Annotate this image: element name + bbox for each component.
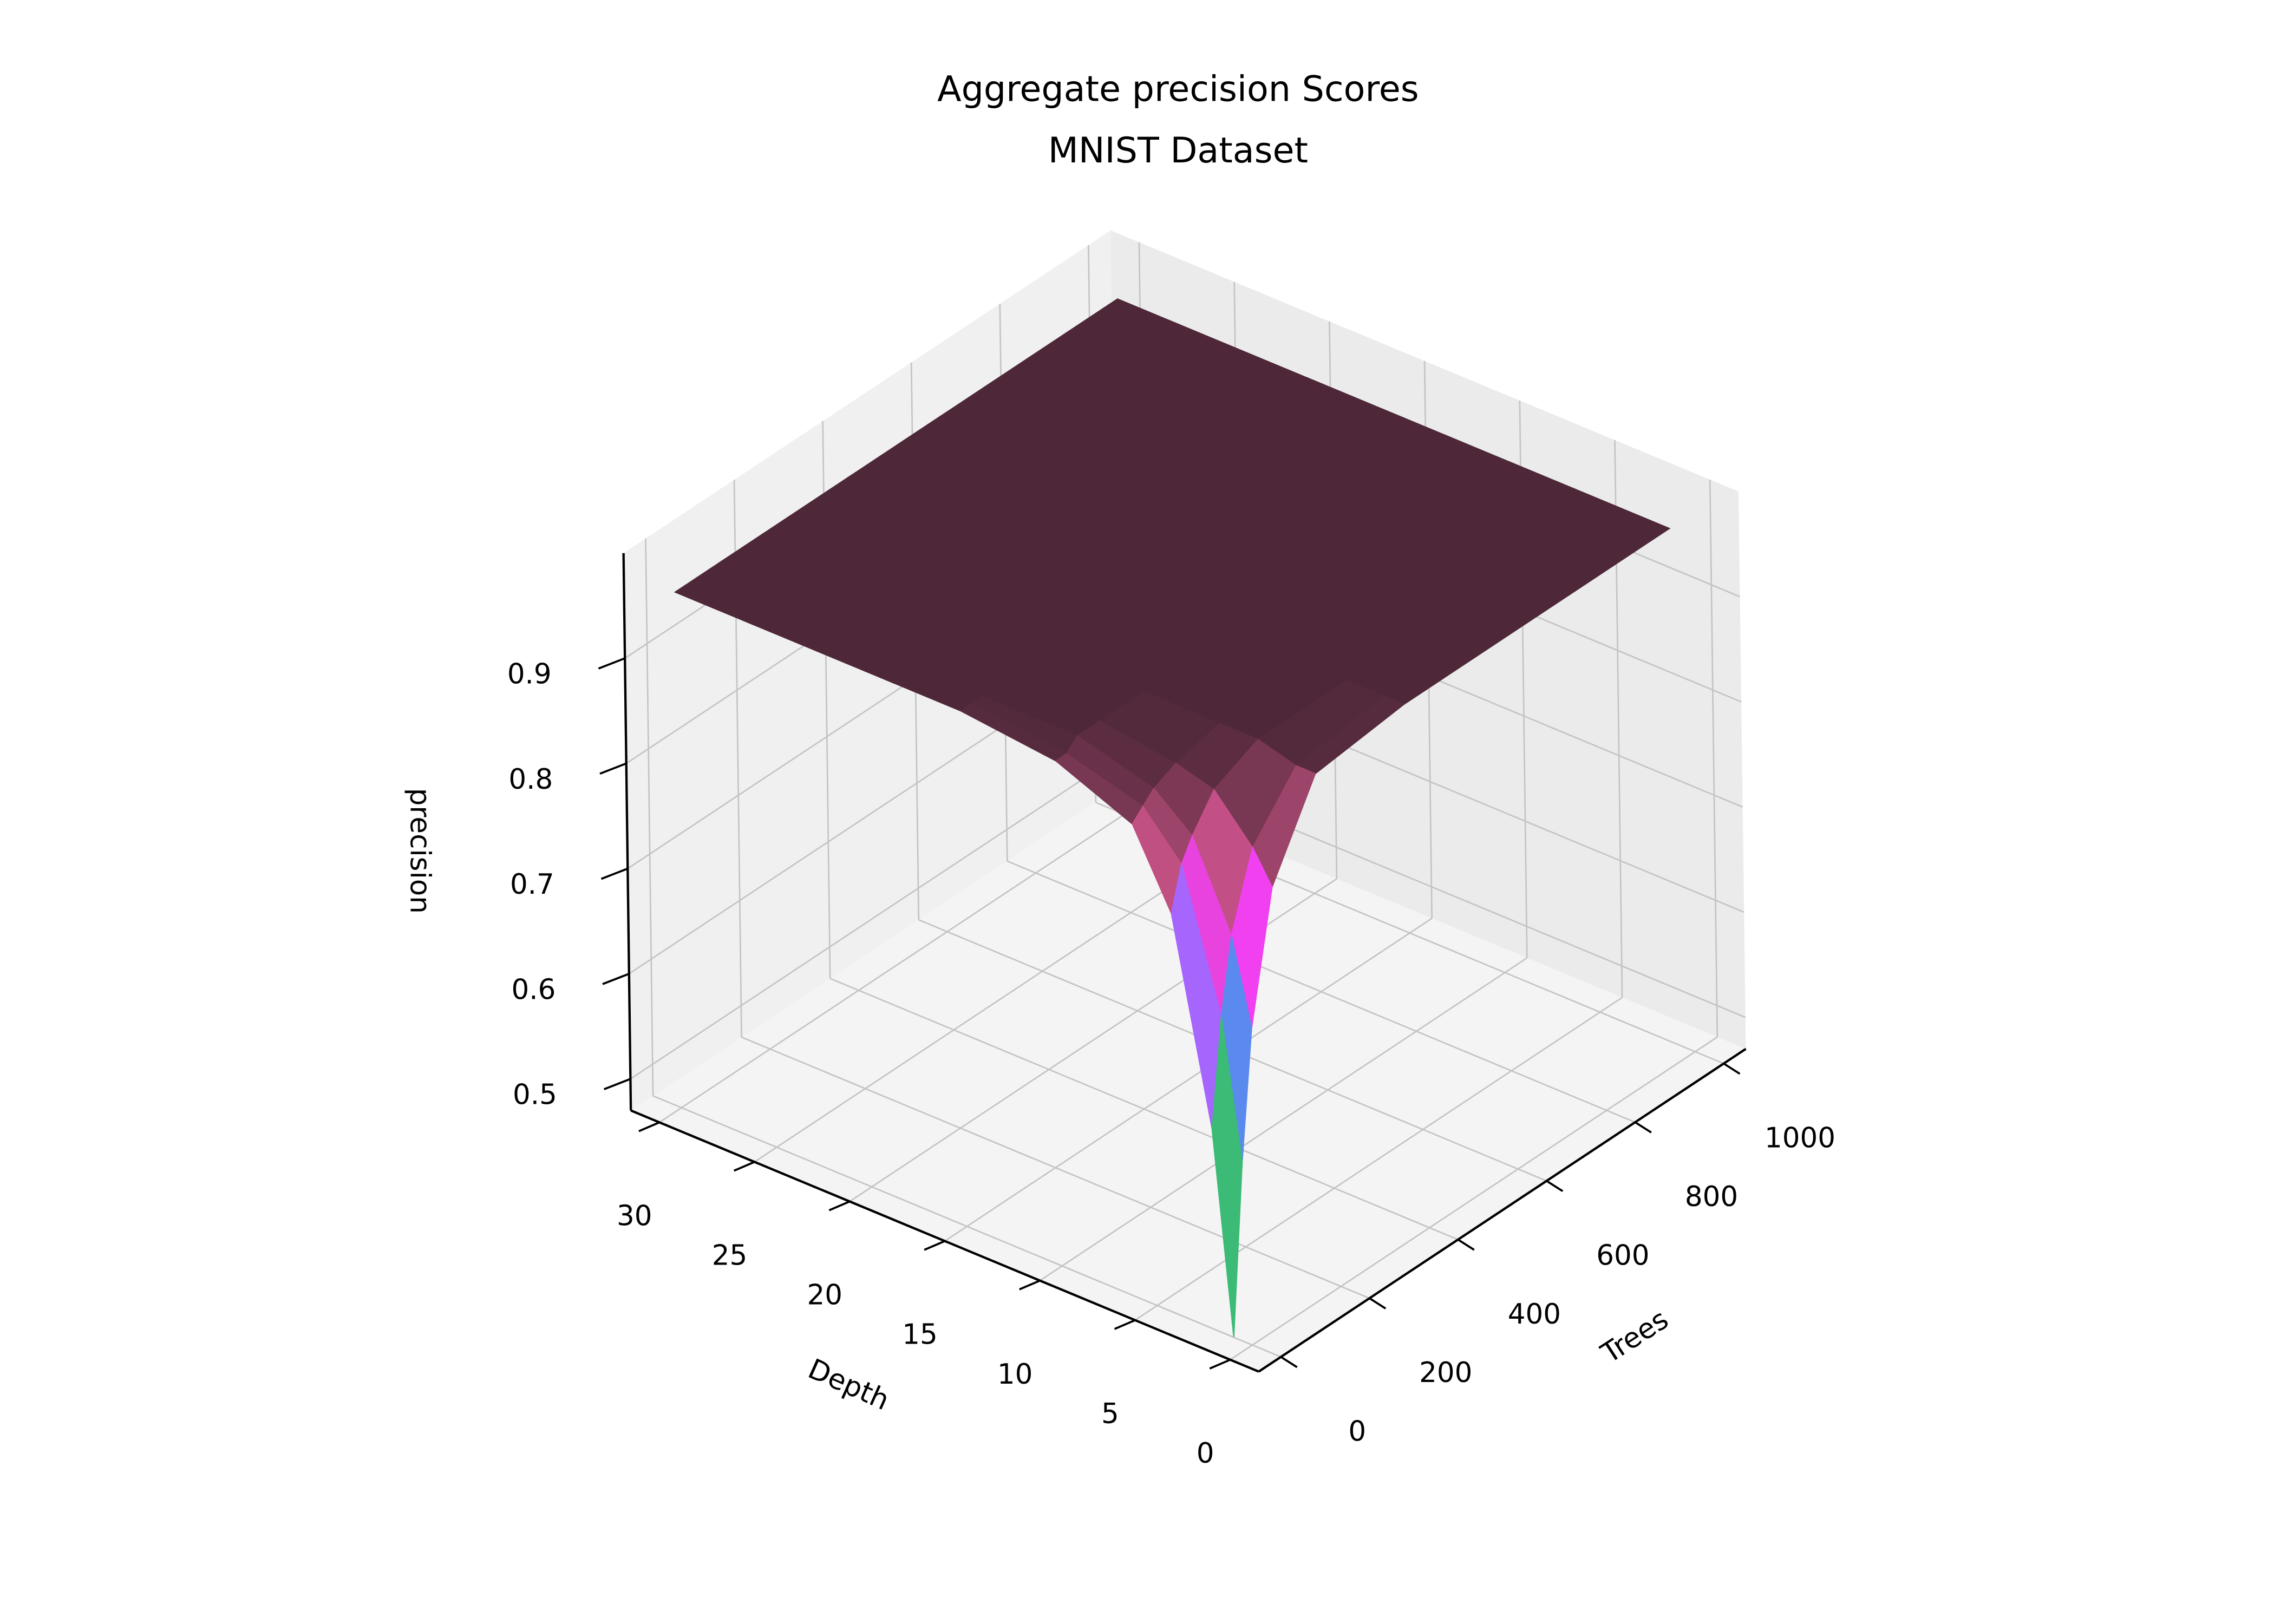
- y-tick: [733, 1161, 755, 1172]
- z-tick-label: 0.9: [507, 658, 552, 691]
- grid-line: [659, 799, 1147, 1123]
- grid-line: [944, 918, 1433, 1242]
- x-tick: [1723, 1063, 1741, 1075]
- x-tick: [1369, 1297, 1387, 1309]
- grid-line: [630, 755, 1118, 1080]
- grid-line: [1709, 479, 1718, 1037]
- y-tick-label: 30: [617, 1200, 652, 1232]
- x-tick-label: 1000: [1765, 1122, 1835, 1155]
- z-tick-label: 0.7: [510, 868, 554, 901]
- grid-line: [1040, 957, 1528, 1281]
- x-tick: [1546, 1180, 1564, 1193]
- y-tick: [924, 1240, 945, 1251]
- y-tick: [1209, 1359, 1231, 1370]
- x-tick: [1635, 1121, 1652, 1134]
- grid-line: [645, 538, 654, 1096]
- y-tick-label: 25: [712, 1240, 747, 1272]
- grid-line: [1134, 997, 1623, 1321]
- grid-line: [754, 839, 1242, 1163]
- y-tick: [1114, 1319, 1136, 1330]
- y-tick-label: 20: [807, 1279, 842, 1312]
- chart-title: Aggregate precision Scores: [937, 69, 1419, 109]
- x-axis-label: Trees: [1595, 1303, 1674, 1370]
- x-axis: [1258, 1047, 1747, 1373]
- x-tick-label: 800: [1685, 1181, 1738, 1213]
- z-tick: [602, 973, 630, 985]
- y-axis-label: Depth: [803, 1353, 894, 1417]
- y-tick: [828, 1200, 851, 1212]
- y-tick-label: 10: [997, 1358, 1033, 1391]
- surface-patch: [1211, 1017, 1243, 1337]
- z-tick-label: 0.5: [513, 1079, 557, 1111]
- z-tick: [600, 867, 628, 880]
- z-tick: [599, 762, 627, 775]
- chart-subtitle: MNIST Dataset: [1048, 130, 1308, 171]
- x-tick-label: 400: [1508, 1298, 1561, 1331]
- y-tick-label: 15: [902, 1319, 938, 1351]
- x-tick-label: 600: [1596, 1239, 1649, 1272]
- z-tick: [603, 1078, 631, 1090]
- x-tick: [1280, 1356, 1298, 1368]
- grid-line: [1230, 1036, 1718, 1360]
- y-tick: [638, 1121, 660, 1132]
- y-tick-label: 0: [1197, 1437, 1214, 1470]
- z-axis: [622, 553, 632, 1111]
- x-tick-label: 200: [1419, 1357, 1472, 1389]
- y-tick: [1019, 1279, 1041, 1291]
- x-tick-label: 0: [1348, 1416, 1366, 1448]
- y-tick-label: 5: [1101, 1398, 1119, 1430]
- z-tick-label: 0.8: [508, 763, 553, 796]
- z-axis-label: precision: [403, 788, 436, 914]
- z-tick-label: 0.6: [511, 973, 556, 1006]
- z-tick: [598, 657, 625, 670]
- x-tick: [1457, 1239, 1475, 1251]
